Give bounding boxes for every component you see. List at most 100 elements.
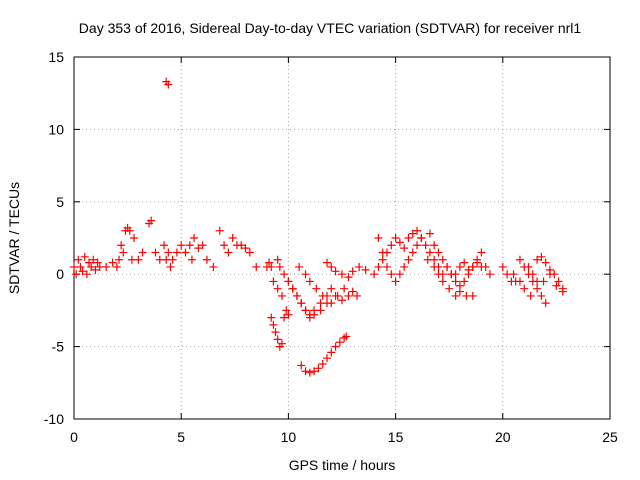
- x-tick-label: 10: [281, 429, 297, 445]
- data-point: [282, 306, 291, 315]
- data-point: [151, 248, 160, 257]
- data-point: [344, 291, 353, 300]
- data-point: [404, 234, 413, 242]
- data-point: [284, 277, 293, 286]
- data-point: [119, 248, 128, 257]
- data-point: [280, 270, 289, 279]
- data-point: [190, 234, 199, 242]
- data-point: [78, 267, 87, 276]
- data-point: [333, 291, 342, 300]
- data-point: [438, 255, 447, 264]
- data-point: [115, 255, 124, 264]
- data-point: [541, 299, 550, 308]
- data-point: [370, 270, 379, 279]
- data-point: [395, 238, 404, 247]
- data-point: [241, 244, 250, 253]
- data-point: [533, 284, 542, 293]
- data-point: [297, 299, 306, 308]
- y-tick-label: -5: [52, 339, 65, 355]
- data-point: [312, 284, 321, 293]
- x-axis-label: GPS time / hours: [289, 457, 396, 473]
- data-point: [314, 364, 323, 373]
- data-point: [252, 262, 261, 271]
- data-point: [383, 262, 392, 271]
- data-point: [430, 262, 439, 271]
- data-point: [215, 226, 224, 235]
- data-point: [391, 234, 400, 242]
- data-point: [391, 277, 400, 286]
- data-point: [554, 277, 563, 286]
- data-point: [87, 262, 96, 271]
- data-point: [537, 252, 546, 261]
- data-point: [318, 359, 327, 368]
- data-points: [70, 77, 567, 377]
- data-point: [378, 248, 387, 257]
- data-point: [509, 270, 518, 279]
- data-point: [378, 255, 387, 264]
- x-tick-label: 20: [495, 429, 511, 445]
- y-axis-label: SDTVAR / TECUs: [6, 182, 22, 294]
- data-point: [209, 262, 218, 271]
- data-point: [455, 287, 464, 296]
- data-point: [545, 270, 554, 279]
- data-point: [348, 267, 357, 276]
- data-point: [185, 241, 194, 250]
- data-point: [301, 270, 310, 279]
- data-point: [331, 342, 340, 351]
- data-point: [305, 313, 314, 322]
- data-point: [408, 229, 417, 238]
- data-point: [524, 262, 533, 271]
- data-point: [434, 270, 443, 279]
- plot-frame: [73, 56, 611, 420]
- gridlines: [74, 57, 610, 419]
- data-point: [91, 265, 100, 274]
- data-point: [310, 367, 319, 376]
- data-point: [528, 270, 537, 279]
- data-point: [374, 262, 383, 271]
- data-point: [267, 262, 276, 271]
- data-point: [552, 281, 561, 290]
- data-point: [265, 258, 274, 267]
- x-tick-label: 15: [388, 429, 404, 445]
- data-point: [327, 262, 336, 271]
- data-point: [451, 277, 460, 286]
- data-point: [310, 310, 319, 319]
- data-point: [295, 262, 304, 271]
- data-point: [404, 255, 413, 264]
- data-point: [485, 270, 494, 279]
- data-point: [273, 255, 282, 264]
- data-point: [245, 248, 254, 257]
- data-point: [280, 313, 289, 322]
- data-point: [322, 258, 331, 267]
- data-point: [164, 80, 173, 89]
- data-point: [438, 277, 447, 286]
- data-point: [468, 291, 477, 300]
- data-point: [273, 335, 282, 344]
- data-point: [425, 229, 434, 238]
- data-point: [340, 333, 349, 342]
- data-point: [515, 255, 524, 264]
- y-tick-label: 10: [48, 121, 64, 137]
- data-point: [160, 241, 169, 250]
- data-point: [134, 255, 143, 264]
- data-point: [430, 241, 439, 250]
- chart-title: Day 353 of 2016, Sidereal Day-to-day VTE…: [79, 20, 582, 36]
- y-tick-label: -10: [44, 411, 64, 427]
- data-point: [387, 270, 396, 279]
- data-point: [269, 320, 278, 329]
- data-point: [275, 262, 284, 271]
- x-tick-label: 25: [602, 429, 618, 445]
- data-point: [477, 248, 486, 257]
- data-point: [318, 291, 327, 300]
- data-point: [533, 255, 542, 264]
- data-point: [277, 291, 286, 300]
- data-point: [271, 328, 280, 337]
- data-point: [147, 216, 156, 225]
- data-point: [202, 255, 211, 264]
- data-point: [194, 244, 203, 253]
- data-point: [421, 241, 430, 250]
- data-point: [108, 258, 117, 267]
- data-point: [541, 258, 550, 267]
- data-point: [361, 265, 370, 274]
